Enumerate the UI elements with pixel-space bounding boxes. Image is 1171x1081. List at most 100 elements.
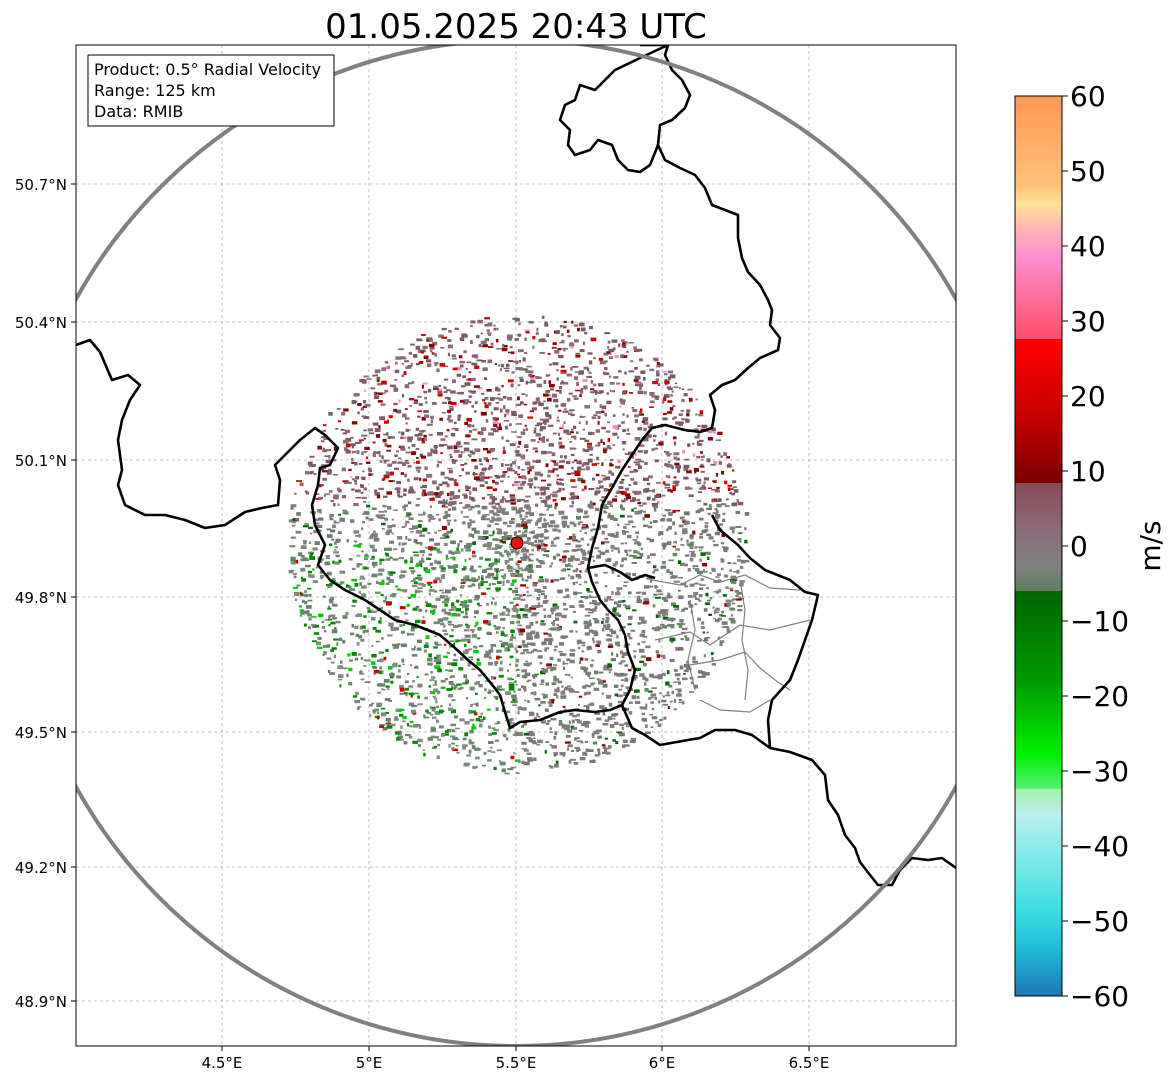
echo-pixel bbox=[514, 471, 518, 474]
echo-pixel bbox=[678, 413, 683, 416]
echo-pixel bbox=[692, 442, 695, 445]
echo-pixel bbox=[363, 615, 367, 618]
echo-pixel bbox=[721, 615, 726, 617]
echo-pixel bbox=[373, 672, 376, 675]
echo-pixel bbox=[555, 330, 560, 334]
echo-pixel bbox=[478, 343, 482, 346]
echo-pixel bbox=[478, 473, 482, 477]
echo-pixel bbox=[304, 558, 310, 562]
echo-pixel bbox=[693, 684, 698, 689]
echo-pixel bbox=[472, 473, 478, 476]
echo-pixel bbox=[714, 609, 717, 612]
echo-pixel bbox=[552, 555, 557, 560]
echo-pixel bbox=[595, 487, 601, 490]
echo-pixel bbox=[697, 617, 701, 621]
echo-pixel bbox=[357, 705, 362, 708]
echo-pixel bbox=[601, 707, 608, 711]
echo-pixel bbox=[466, 754, 471, 757]
echo-pixel bbox=[478, 458, 482, 462]
echo-pixel bbox=[496, 559, 500, 563]
echo-pixel bbox=[380, 392, 386, 394]
echo-pixel bbox=[604, 598, 609, 602]
echo-pixel bbox=[719, 640, 725, 643]
echo-pixel bbox=[574, 470, 581, 475]
echo-pixel bbox=[744, 539, 748, 544]
echo-pixel bbox=[375, 580, 379, 584]
echo-pixel bbox=[523, 663, 529, 666]
echo-pixel bbox=[713, 617, 716, 620]
echo-pixel bbox=[415, 605, 420, 609]
echo-pixel bbox=[351, 462, 357, 464]
echo-pixel bbox=[551, 540, 554, 545]
echo-pixel bbox=[520, 598, 526, 601]
echo-pixel bbox=[476, 658, 480, 662]
echo-pixel bbox=[643, 524, 649, 527]
echo-pixel bbox=[382, 477, 386, 481]
echo-pixel bbox=[610, 717, 616, 720]
echo-pixel bbox=[443, 595, 449, 597]
echo-pixel bbox=[467, 522, 472, 526]
echo-pixel bbox=[623, 692, 629, 696]
echo-pixel bbox=[515, 663, 519, 667]
colorbar-tick-label: 40 bbox=[1070, 230, 1106, 263]
echo-pixel bbox=[657, 611, 663, 615]
echo-pixel bbox=[507, 379, 514, 383]
echo-pixel bbox=[549, 765, 554, 769]
echo-pixel bbox=[530, 377, 535, 380]
echo-pixel bbox=[581, 524, 586, 527]
echo-pixel bbox=[459, 686, 464, 690]
echo-pixel bbox=[336, 642, 339, 646]
echo-pixel bbox=[396, 490, 401, 494]
echo-pixel bbox=[410, 362, 413, 367]
echo-pixel bbox=[401, 542, 407, 545]
echo-pixel bbox=[683, 476, 689, 480]
echo-pixel bbox=[469, 718, 475, 722]
echo-pixel bbox=[532, 742, 537, 745]
map-panel[interactable]: Product: 0.5° Radial Velocity Range: 125… bbox=[13, 40, 1019, 1047]
echo-pixel bbox=[504, 490, 509, 493]
echo-pixel bbox=[386, 505, 392, 510]
echo-pixel bbox=[496, 327, 499, 331]
echo-pixel bbox=[537, 518, 542, 523]
echo-pixel bbox=[426, 474, 433, 478]
echo-pixel bbox=[474, 712, 478, 716]
echo-pixel bbox=[672, 521, 675, 526]
echo-pixel bbox=[463, 442, 470, 445]
echo-pixel bbox=[351, 421, 358, 425]
echo-pixel bbox=[559, 460, 565, 463]
echo-pixel bbox=[510, 502, 516, 505]
echo-pixel bbox=[696, 440, 700, 445]
echo-pixel bbox=[603, 510, 606, 514]
echo-pixel bbox=[597, 748, 601, 752]
echo-pixel bbox=[342, 667, 348, 670]
echo-pixel bbox=[634, 384, 641, 387]
echo-pixel bbox=[541, 592, 545, 596]
echo-pixel bbox=[616, 634, 619, 639]
echo-pixel bbox=[337, 531, 342, 534]
echo-pixel bbox=[419, 453, 424, 457]
echo-pixel bbox=[620, 402, 625, 404]
echo-pixel bbox=[723, 550, 728, 553]
echo-pixel bbox=[375, 591, 381, 594]
echo-pixel bbox=[654, 397, 657, 400]
echo-pixel bbox=[426, 581, 433, 584]
echo-pixel bbox=[441, 327, 447, 331]
echo-pixel bbox=[699, 546, 704, 549]
echo-pixel bbox=[521, 533, 527, 538]
echo-pixel bbox=[402, 394, 405, 398]
radar-site-marker[interactable] bbox=[510, 536, 524, 550]
echo-pixel bbox=[607, 438, 610, 442]
echo-pixel bbox=[304, 601, 308, 605]
echo-pixel bbox=[676, 509, 680, 512]
echo-pixel bbox=[464, 504, 471, 507]
echo-pixel bbox=[730, 575, 736, 579]
echo-pixel bbox=[391, 723, 396, 727]
echo-pixel bbox=[484, 404, 489, 409]
echo-pixel bbox=[487, 691, 492, 694]
echo-pixel bbox=[555, 390, 562, 392]
echo-pixel bbox=[499, 612, 506, 616]
echo-pixel bbox=[560, 445, 565, 448]
echo-pixel bbox=[557, 686, 560, 691]
echo-pixel bbox=[483, 620, 489, 624]
echo-pixel bbox=[502, 540, 506, 544]
